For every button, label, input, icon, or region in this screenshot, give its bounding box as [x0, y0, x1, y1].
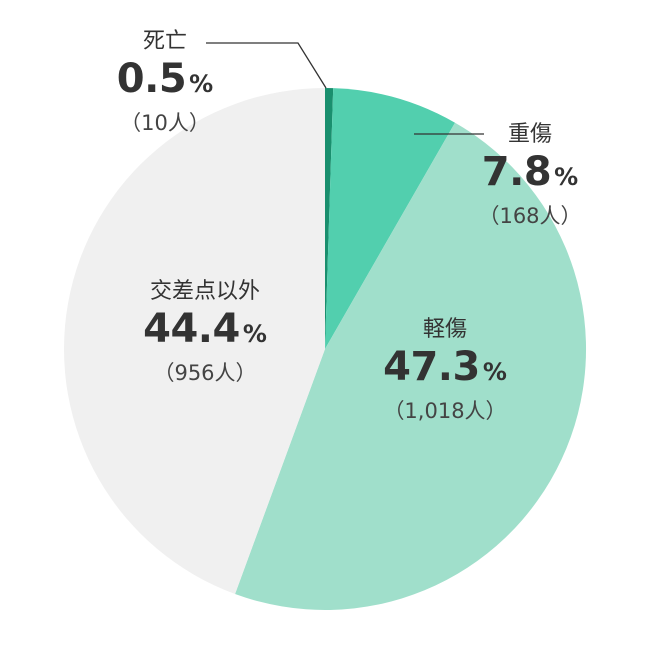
slice-percent: 0.5: [116, 56, 187, 102]
pie-slice-non-intersection: [64, 88, 326, 595]
pie-slice-serious: [325, 88, 456, 349]
slice-count: （1,018人）: [383, 399, 507, 423]
leader-lines: [206, 42, 484, 135]
percent-unit: %: [189, 70, 214, 98]
pie-slice-death: [325, 88, 334, 349]
slice-count: （10人）: [120, 111, 210, 135]
slice-percent: 7.8: [481, 149, 552, 195]
slice-name: 軽傷: [422, 317, 467, 342]
slice-count: （956人）: [153, 361, 257, 385]
slice-label-death: 死亡 0.5% （10人）: [100, 28, 230, 136]
slice-label-serious: 重傷 7.8% （168人）: [455, 121, 605, 229]
slice-count: （168人）: [478, 204, 582, 228]
percent-unit: %: [242, 320, 267, 348]
leader-line-death: [206, 42, 327, 89]
slice-percent: 44.4: [143, 306, 240, 352]
pie-slice-minor: [235, 122, 587, 611]
slice-label-minor: 軽傷 47.3% （1,018人）: [360, 316, 530, 424]
slice-name: 死亡: [142, 29, 187, 54]
slice-name: 重傷: [507, 122, 552, 147]
percent-unit: %: [482, 358, 507, 386]
slice-label-non-intersection: 交差点以外 44.4% （956人）: [120, 278, 290, 386]
slice-name: 交差点以外: [149, 279, 260, 304]
percent-unit: %: [554, 163, 579, 191]
slice-percent: 47.3: [383, 344, 480, 390]
pie-slices: [64, 88, 587, 611]
